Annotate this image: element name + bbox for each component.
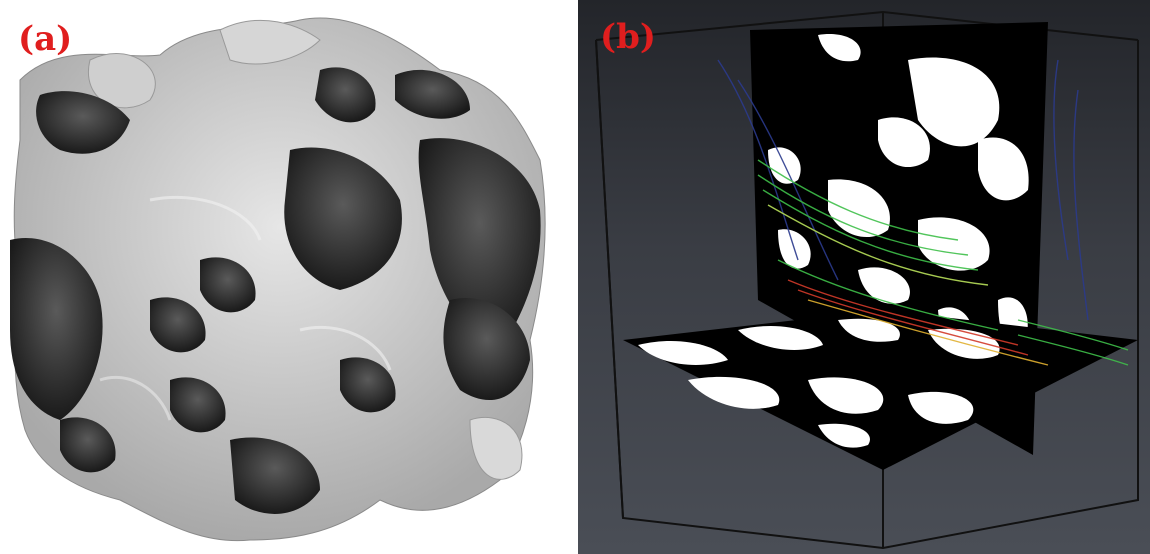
panel-b-label: (b) bbox=[600, 17, 656, 57]
panel-b-flow-visualization: (b) bbox=[578, 0, 1150, 554]
panel-a-porous-rendering: (a) bbox=[0, 0, 556, 554]
dark-solid-phase bbox=[36, 91, 130, 154]
vertical-slice-pores bbox=[768, 34, 1029, 347]
streamlines bbox=[717, 59, 1129, 366]
porous-solid-render bbox=[10, 17, 546, 542]
flow-slices-render bbox=[595, 10, 1139, 550]
panel-a-label: (a) bbox=[18, 19, 73, 59]
